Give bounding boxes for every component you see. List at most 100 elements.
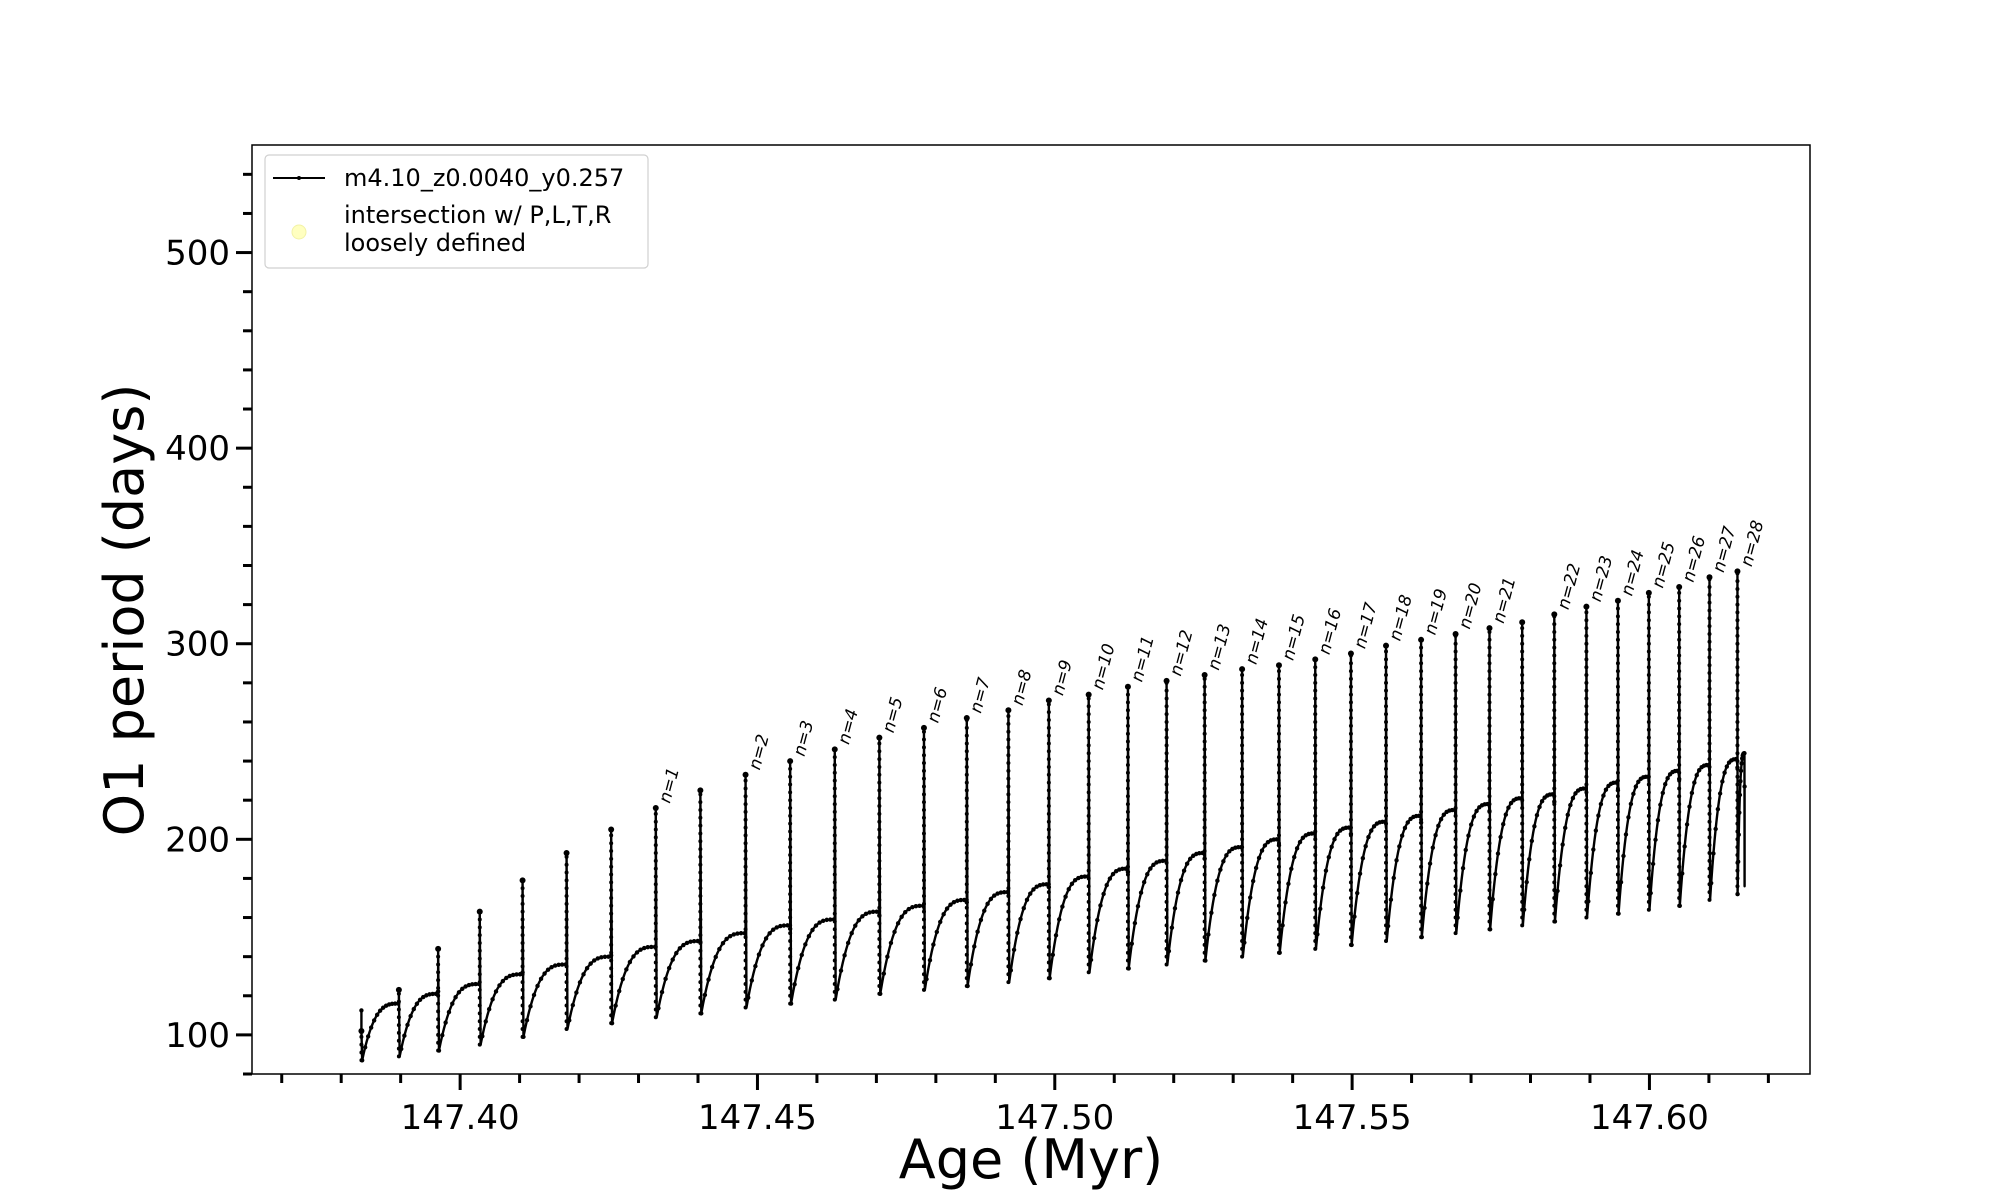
spike-point: [1552, 708, 1557, 713]
spike-point: [1006, 933, 1011, 938]
spike-point: [698, 800, 703, 805]
spike-point: [1240, 696, 1245, 701]
spike-point: [832, 950, 837, 955]
series-point: [1506, 805, 1511, 810]
spike-point: [1125, 762, 1130, 767]
spike-point: [788, 806, 793, 811]
series-point: [1224, 853, 1229, 858]
series-point: [1618, 879, 1624, 885]
spike-point: [1677, 856, 1682, 861]
spike-point: [1735, 712, 1740, 717]
spike-point: [877, 843, 882, 848]
series-point: [817, 920, 822, 925]
spike-point: [1313, 790, 1318, 795]
spike-point: [877, 913, 882, 918]
spike-point: [1046, 858, 1051, 863]
series-point: [1212, 892, 1217, 898]
spike-point: [653, 921, 658, 926]
spike-point: [1584, 673, 1589, 678]
spike-point: [1584, 845, 1589, 850]
spike-point: [698, 901, 703, 906]
series-point: [1248, 895, 1253, 900]
spike-point: [921, 925, 926, 930]
spike-point: [1384, 813, 1389, 818]
spike-point: [609, 888, 614, 893]
spike-point: [921, 831, 926, 836]
spike-point: [1520, 852, 1525, 857]
spike-point: [1384, 743, 1389, 748]
spike-point: [1487, 802, 1492, 807]
spike-point: [1046, 718, 1051, 722]
series-point: [824, 917, 829, 923]
spike-point: [1552, 809, 1557, 814]
spike-point: [1276, 708, 1281, 713]
spike-point: [1552, 849, 1557, 854]
series-point: [1633, 784, 1639, 789]
series-point: [842, 953, 847, 958]
spike-point: [1125, 731, 1130, 736]
spike-point: [1202, 708, 1207, 713]
spike-point: [832, 989, 837, 994]
spike-point: [1707, 796, 1712, 801]
spike-point: [1125, 833, 1130, 838]
spike-point: [1707, 592, 1712, 597]
spike-point: [1677, 833, 1682, 838]
spike-point: [477, 917, 482, 922]
spike-point: [1348, 809, 1353, 814]
spike-point: [877, 851, 882, 855]
series-point: [1621, 853, 1626, 859]
spike-point: [1646, 806, 1651, 811]
y-tick-label: 300: [165, 625, 230, 665]
spike-point: [520, 933, 525, 938]
series-point: [1088, 957, 1094, 963]
spike-point: [1384, 712, 1389, 717]
series-point: [417, 997, 423, 1003]
peak-point: [1347, 650, 1354, 657]
spike-point: [1677, 825, 1682, 830]
spike-point: [1384, 759, 1389, 764]
series-point: [1636, 779, 1641, 784]
spike-point: [1046, 882, 1051, 887]
series-point: [787, 926, 793, 932]
spike-point: [1677, 629, 1682, 634]
spike-point: [877, 905, 882, 910]
spike-point: [1677, 849, 1682, 854]
spike-point: [832, 935, 837, 940]
spike-point: [1646, 602, 1651, 607]
spike-point: [564, 1011, 569, 1016]
series-point: [1366, 834, 1371, 840]
spike-point: [1384, 915, 1389, 920]
spike-point: [698, 987, 703, 992]
spike-point: [1584, 704, 1589, 709]
spike-point: [1487, 849, 1492, 854]
spike-point: [964, 749, 969, 754]
spike-point: [1125, 919, 1130, 924]
spike-point: [1313, 860, 1318, 865]
series-point: [1593, 828, 1599, 833]
spike-point: [1453, 845, 1458, 850]
spike-point: [653, 874, 658, 879]
spike-point: [743, 966, 748, 971]
series-point: [881, 971, 887, 976]
spike-point: [1202, 888, 1207, 893]
series-point: [742, 930, 747, 936]
series-point: [617, 988, 622, 994]
spike-point: [1419, 817, 1424, 822]
spike-point: [1006, 831, 1011, 836]
spike-point: [1384, 774, 1389, 779]
spike-point: [1584, 735, 1589, 740]
spike-point: [1164, 907, 1169, 912]
spike-point: [1384, 852, 1389, 857]
spike-point: [1707, 843, 1712, 848]
spike-point: [788, 868, 793, 873]
series-point: [1169, 925, 1175, 930]
spike-point: [698, 894, 703, 899]
spike-point: [1453, 868, 1458, 873]
series-point: [1011, 947, 1017, 952]
series-point: [1352, 914, 1357, 919]
series-point: [1028, 891, 1033, 896]
series-point: [1101, 891, 1106, 897]
spike-point: [877, 937, 882, 942]
spike-point: [788, 766, 793, 771]
spike-point: [1707, 671, 1712, 676]
